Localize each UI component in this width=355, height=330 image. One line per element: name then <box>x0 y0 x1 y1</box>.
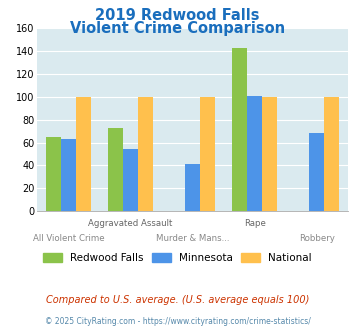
Bar <box>247 96 262 211</box>
Text: Murder & Mans...: Murder & Mans... <box>156 234 229 243</box>
Bar <box>262 97 277 211</box>
Legend: Redwood Falls, Minnesota, National: Redwood Falls, Minnesota, National <box>39 249 316 267</box>
Bar <box>185 164 200 211</box>
Text: Rape: Rape <box>244 219 266 228</box>
Text: Violent Crime Comparison: Violent Crime Comparison <box>70 21 285 36</box>
Text: Compared to U.S. average. (U.S. average equals 100): Compared to U.S. average. (U.S. average … <box>46 295 309 305</box>
Bar <box>76 97 91 211</box>
Bar <box>310 133 324 211</box>
Bar <box>200 97 215 211</box>
Text: 2019 Redwood Falls: 2019 Redwood Falls <box>95 8 260 23</box>
Text: Aggravated Assault: Aggravated Assault <box>88 219 173 228</box>
Text: All Violent Crime: All Violent Crime <box>33 234 104 243</box>
Bar <box>232 48 247 211</box>
Bar <box>61 139 76 211</box>
Text: © 2025 CityRating.com - https://www.cityrating.com/crime-statistics/: © 2025 CityRating.com - https://www.city… <box>45 317 310 326</box>
Bar <box>108 128 123 211</box>
Bar <box>46 137 61 211</box>
Text: Robbery: Robbery <box>299 234 335 243</box>
Bar <box>138 97 153 211</box>
Bar <box>123 149 138 211</box>
Bar <box>324 97 339 211</box>
